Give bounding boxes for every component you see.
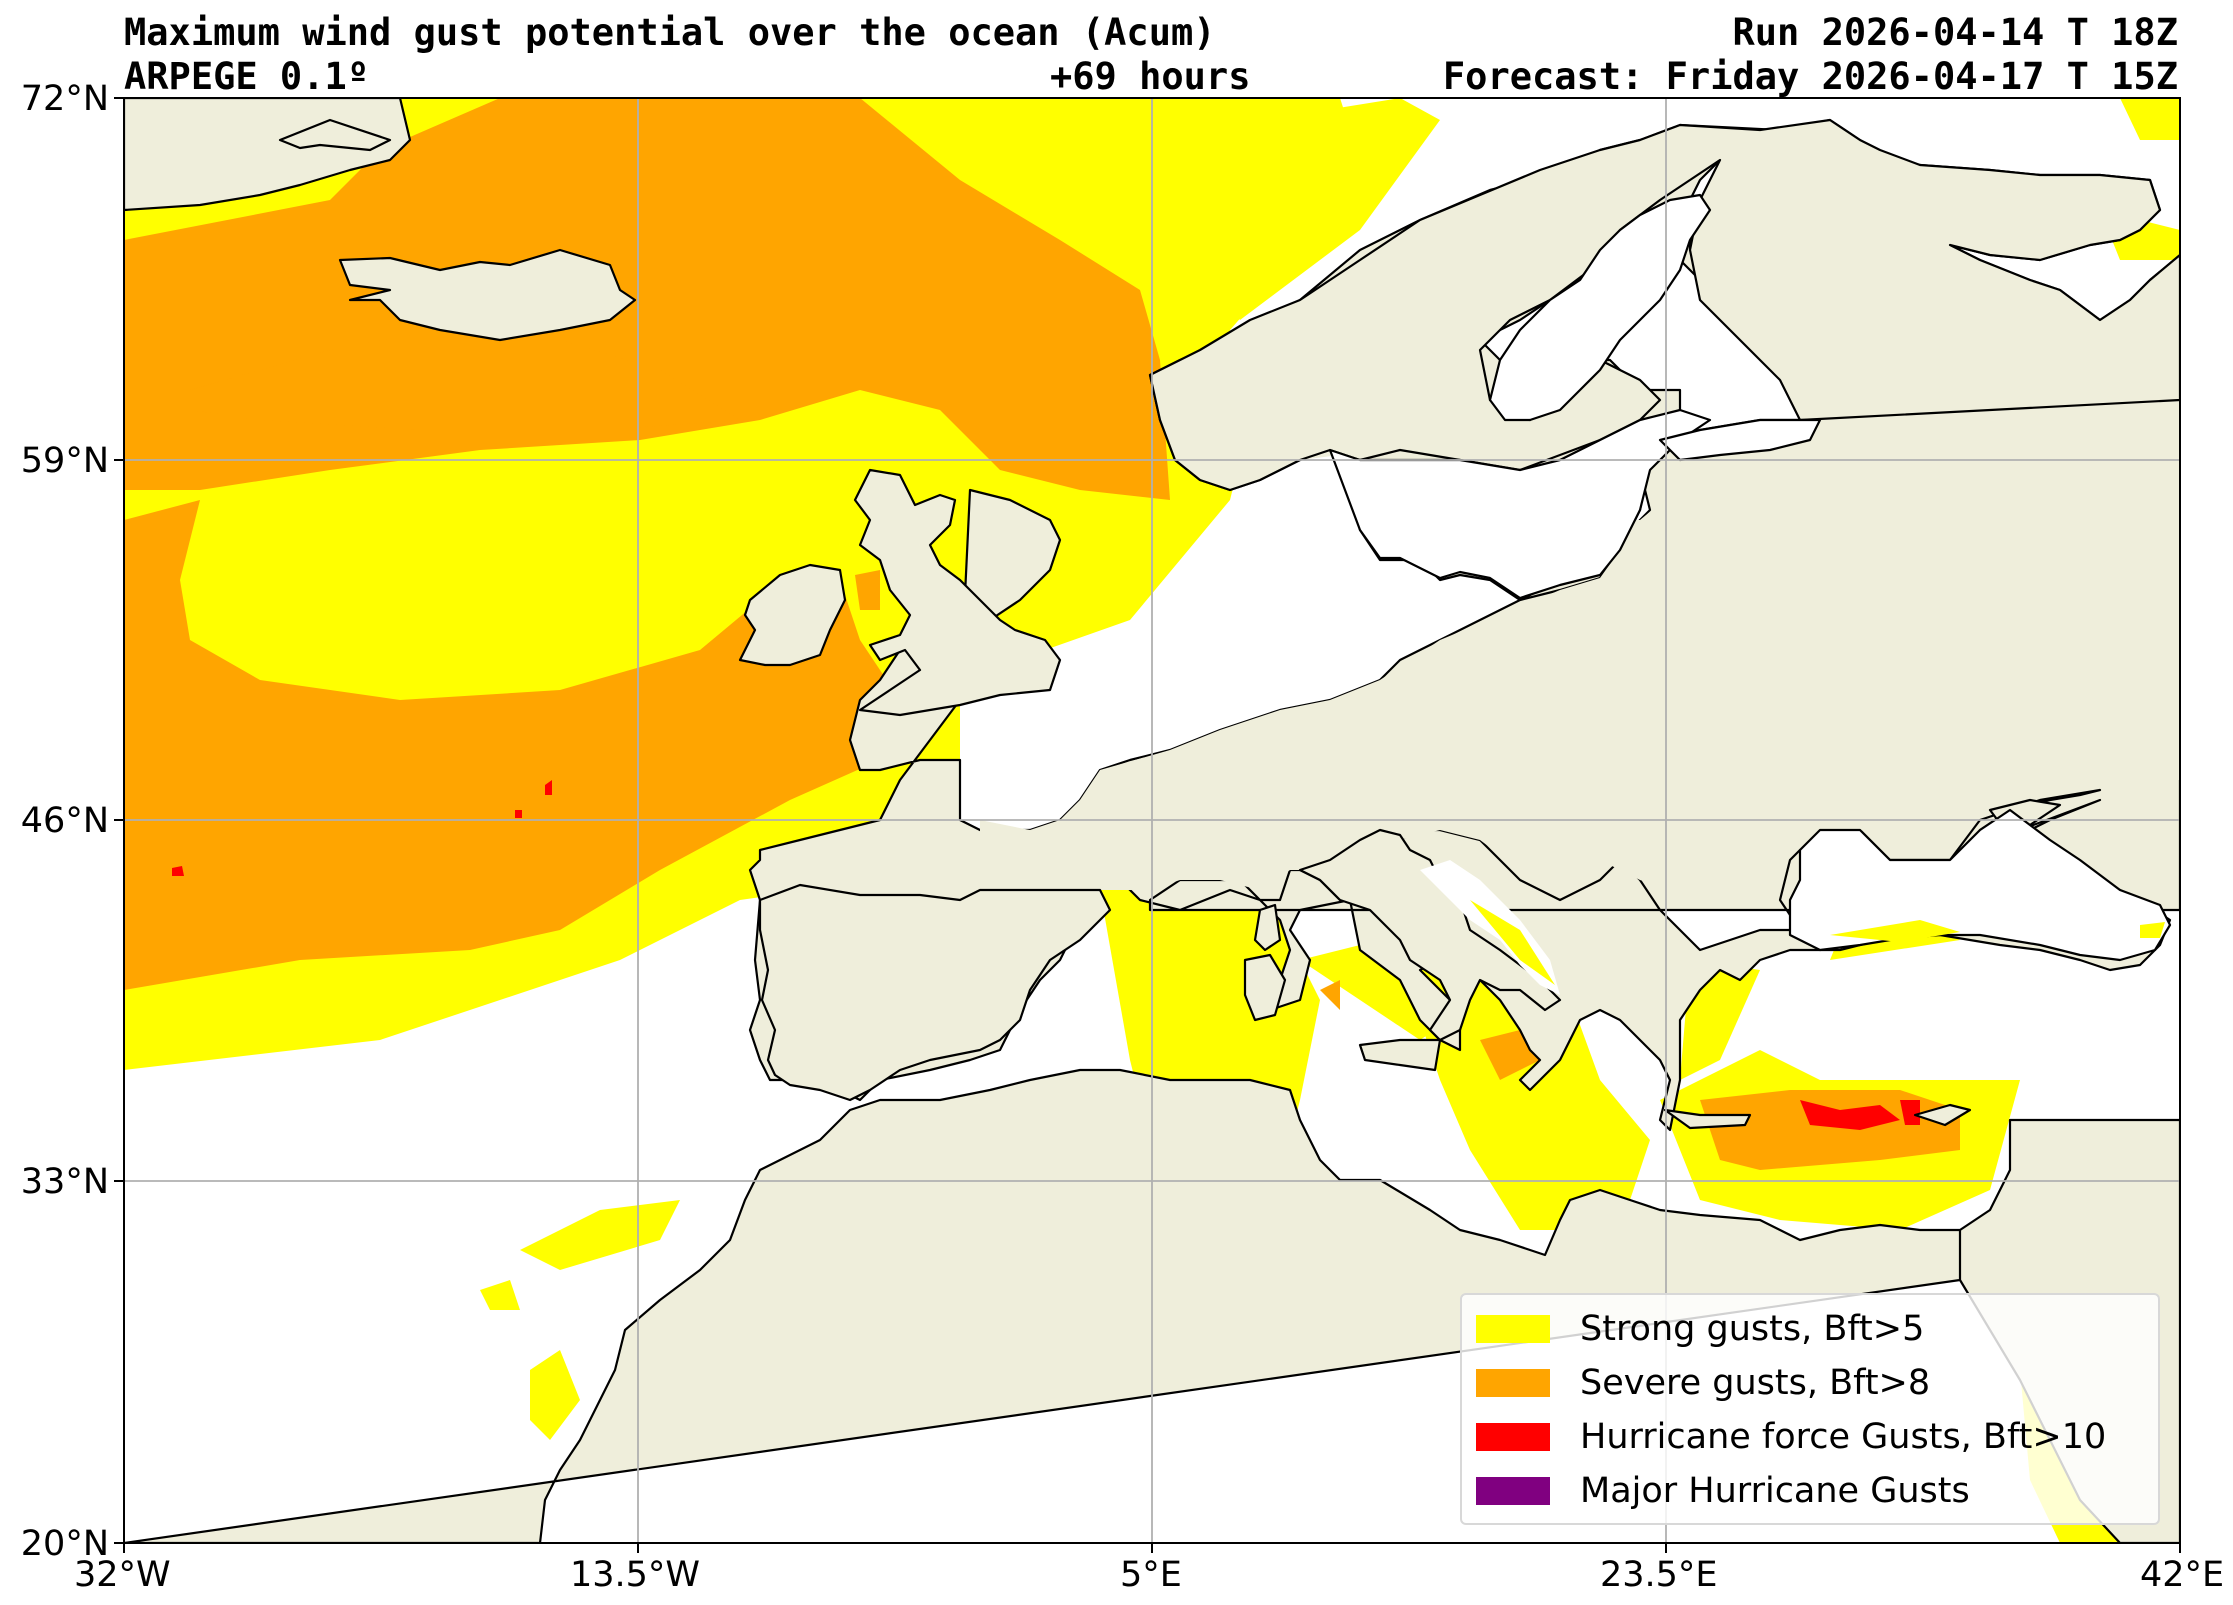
lon-label-13-5w: 13.5°W	[570, 1555, 701, 1595]
lat-label-59n: 59°N	[20, 441, 109, 481]
gulf-of-finland	[1658, 418, 1822, 462]
corsica	[1253, 903, 1282, 952]
legend-item-hurricane: Hurricane force Gusts, Bft>10	[1476, 1417, 2106, 1457]
black-sea	[1788, 808, 2172, 962]
legend-swatch-major-hurricane	[1476, 1477, 1550, 1505]
lon-label-5e: 5°E	[1120, 1555, 1182, 1595]
forecast-label: Forecast: Friday 2026-04-17 T 15Z	[1442, 55, 2178, 98]
gridlines	[124, 98, 2180, 1543]
great-britain	[853, 468, 1062, 717]
gust-field-severe	[124, 98, 1960, 1170]
ireland	[738, 563, 847, 667]
legend-label-major-hurricane: Major Hurricane Gusts	[1580, 1471, 1970, 1511]
scandinavia	[1148, 118, 2180, 492]
iberia	[758, 883, 1112, 1102]
lon-label-23-5e: 23.5°E	[1600, 1555, 1718, 1595]
axis-ticks	[114, 97, 2181, 1553]
legend-swatch-severe	[1476, 1369, 1550, 1397]
sardinia	[1243, 953, 1287, 1022]
crete	[1663, 1108, 1752, 1130]
sicily	[1358, 1038, 1442, 1072]
gust-field-hurricane	[172, 780, 1920, 1130]
legend-label-strong: Strong gusts, Bft>5	[1580, 1309, 1925, 1349]
run-label: Run 2026-04-14 T 18Z	[1732, 11, 2178, 54]
lat-label-20n: 20°N	[20, 1524, 109, 1564]
model-label: ARPEGE 0.1º	[124, 55, 370, 98]
baltic-sea	[1328, 408, 1712, 600]
lon-label-42e: 42°E	[2140, 1555, 2225, 1595]
chart-title: Maximum wind gust potential over the oce…	[124, 11, 1216, 54]
legend-label-hurricane: Hurricane force Gusts, Bft>10	[1580, 1417, 2107, 1457]
lat-label-46n: 46°N	[20, 801, 109, 841]
cyprus	[1913, 1103, 1972, 1127]
legend-label-severe: Severe gusts, Bft>8	[1580, 1363, 1931, 1403]
gulf-of-bothnia	[1488, 193, 1712, 422]
lon-label-32w: 32°W	[74, 1555, 171, 1595]
legend: Strong gusts, Bft>5 Severe gusts, Bft>8 …	[1460, 1293, 2160, 1525]
iceland	[338, 248, 637, 342]
lat-label-33n: 33°N	[20, 1162, 109, 1202]
legend-item-severe: Severe gusts, Bft>8	[1476, 1363, 1930, 1403]
svalbard-fragment	[278, 118, 392, 152]
legend-swatch-strong	[1476, 1315, 1550, 1343]
lead-time-label: +69 hours	[1050, 55, 1251, 98]
legend-item-strong: Strong gusts, Bft>5	[1476, 1309, 1924, 1349]
legend-item-major-hurricane: Major Hurricane Gusts	[1476, 1471, 1970, 1511]
lat-label-72n: 72°N	[20, 79, 109, 119]
legend-swatch-hurricane	[1476, 1423, 1550, 1451]
